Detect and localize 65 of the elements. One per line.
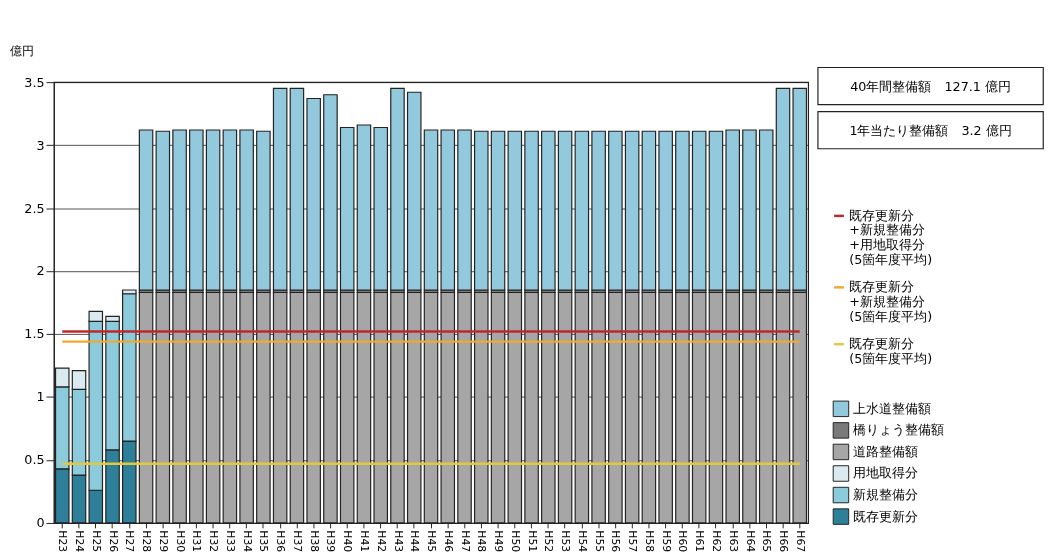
x-tick-label: H43 bbox=[391, 530, 405, 553]
x-tick-label: H56 bbox=[609, 530, 623, 553]
x-tick-label: H38 bbox=[307, 530, 321, 553]
legend-label: 道路整備額 bbox=[853, 443, 919, 459]
x-tick-label: H45 bbox=[425, 530, 439, 553]
legend-label: 既存更新分 bbox=[853, 508, 919, 524]
x-tick-label: H67 bbox=[793, 530, 807, 553]
legend-label: 橋りょう整備額 bbox=[853, 422, 945, 438]
x-tick-label: H28 bbox=[140, 530, 154, 553]
y-tick-label: 2 bbox=[36, 263, 45, 279]
x-tick-label: H30 bbox=[173, 530, 187, 553]
x-tick-label: H29 bbox=[156, 530, 170, 553]
x-tick-label: H62 bbox=[710, 530, 724, 553]
legend-label: 既存更新分 +新規整備分 +用地取得分 (5箇年度平均) bbox=[849, 207, 933, 267]
x-tick-label: H55 bbox=[592, 530, 606, 553]
x-tick-label: H58 bbox=[642, 530, 656, 553]
x-tick-label: H34 bbox=[240, 530, 254, 553]
x-tick-label: H39 bbox=[324, 530, 338, 553]
x-tick-label: H49 bbox=[492, 530, 506, 553]
x-tick-label: H54 bbox=[575, 530, 589, 553]
y-tick-label: 1 bbox=[36, 389, 45, 405]
y-axis-title: 億円 bbox=[10, 44, 35, 59]
x-tick-label: H63 bbox=[726, 530, 740, 553]
legend-label: 既存更新分 (5箇年度平均) bbox=[849, 336, 933, 366]
y-tick-label: 3 bbox=[36, 137, 45, 153]
x-tick-label: H52 bbox=[542, 530, 556, 553]
x-tick-label: H23 bbox=[56, 530, 70, 553]
x-tick-label: H48 bbox=[475, 530, 489, 553]
legend-label: 上水道整備額 bbox=[853, 400, 932, 416]
x-tick-label: H47 bbox=[458, 530, 472, 553]
x-tick-label: H42 bbox=[374, 530, 388, 553]
legend-label: 既存更新分 +新規整備分 (5箇年度平均) bbox=[849, 279, 933, 324]
x-tick-label: H46 bbox=[441, 530, 455, 553]
x-tick-label: H50 bbox=[508, 530, 522, 553]
x-tick-label: H57 bbox=[626, 530, 640, 553]
x-tick-label: H32 bbox=[207, 530, 221, 553]
x-tick-label: H64 bbox=[743, 530, 757, 553]
x-tick-label: H53 bbox=[559, 530, 573, 553]
legend-label: 用地取得分 bbox=[853, 465, 919, 481]
x-tick-label: H27 bbox=[123, 530, 137, 553]
x-tick-label: H31 bbox=[190, 530, 204, 553]
text: 40年間整備額 127.1 億円 bbox=[850, 78, 1011, 94]
x-tick-label: H33 bbox=[223, 530, 237, 553]
x-tick-label: H36 bbox=[274, 530, 288, 553]
x-tick-label: H44 bbox=[408, 530, 422, 553]
x-tick-label: H61 bbox=[693, 530, 707, 553]
x-tick-label: H37 bbox=[290, 530, 304, 553]
x-tick-label: H25 bbox=[89, 530, 103, 553]
x-tick-label: H60 bbox=[676, 530, 690, 553]
x-tick-label: H41 bbox=[358, 530, 372, 553]
x-tick-label: H35 bbox=[257, 530, 271, 553]
x-tick-label: H59 bbox=[659, 530, 673, 553]
x-tick-label: H65 bbox=[760, 530, 774, 553]
y-tick-label: 3.5 bbox=[24, 74, 45, 90]
x-tick-label: H66 bbox=[777, 530, 791, 553]
y-tick-label: 2.5 bbox=[24, 200, 45, 216]
legend-label: 新規整備分 bbox=[853, 486, 919, 502]
x-tick-label: H26 bbox=[106, 530, 120, 553]
y-tick-label: 0 bbox=[36, 515, 45, 531]
x-tick-label: H40 bbox=[341, 530, 355, 553]
y-tick-label: 0.5 bbox=[24, 452, 45, 468]
x-tick-label: H24 bbox=[73, 530, 87, 553]
text: 1年当たり整備額 3.2 億円 bbox=[849, 123, 1012, 139]
y-tick-label: 1.5 bbox=[24, 326, 45, 342]
x-tick-label: H51 bbox=[525, 530, 539, 553]
